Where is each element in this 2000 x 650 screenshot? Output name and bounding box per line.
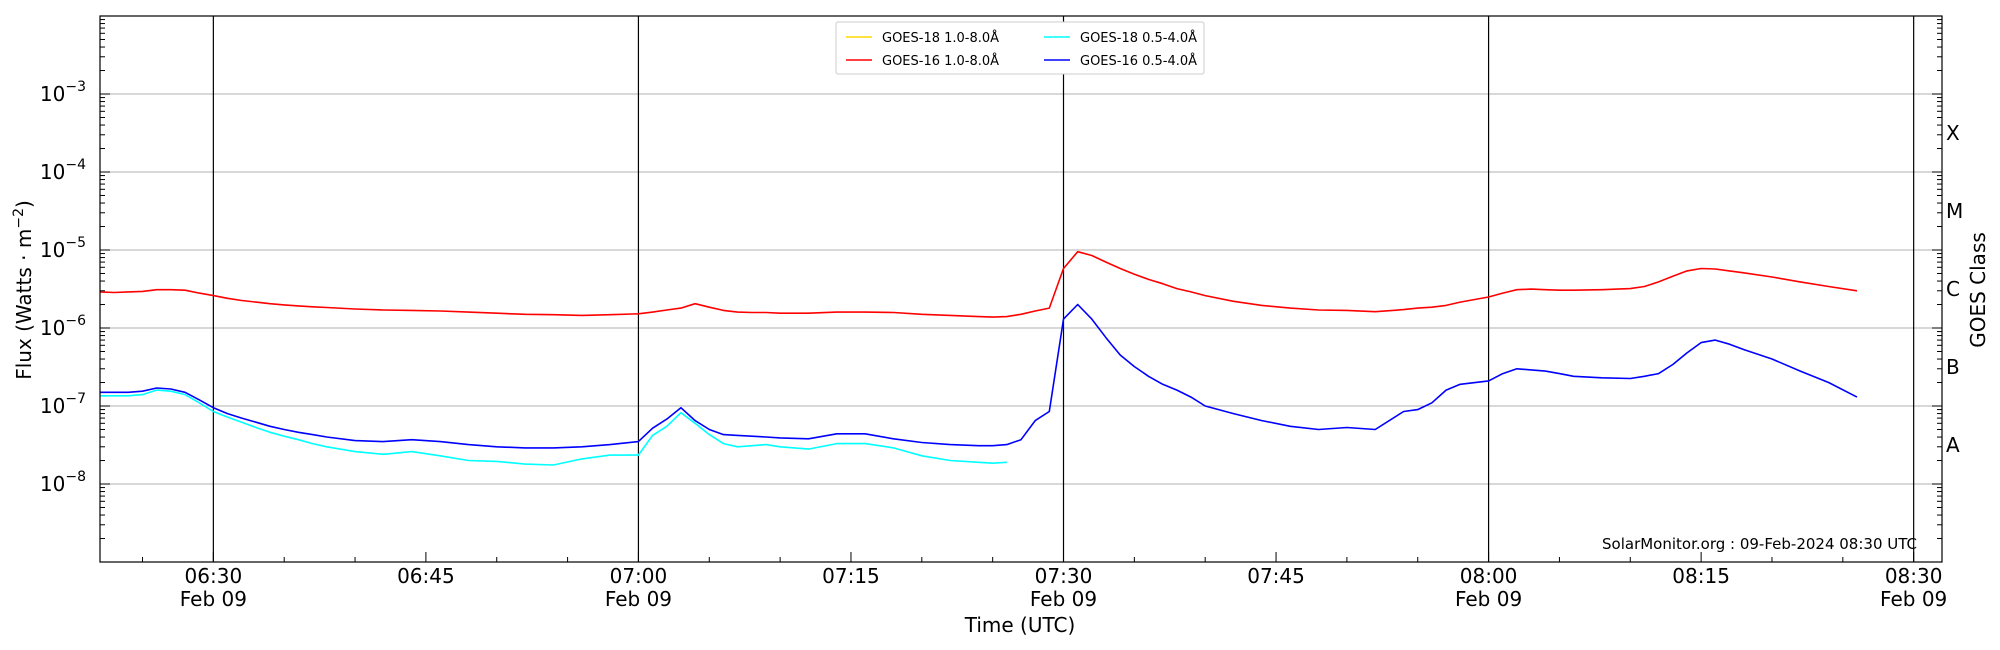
goes-class-label: M xyxy=(1946,199,1963,223)
credit-text: SolarMonitor.org : 09-Feb-2024 08:30 UTC xyxy=(1602,535,1917,553)
legend-box xyxy=(835,21,1205,75)
legend-label: GOES-18 1.0-8.0Å xyxy=(882,30,999,46)
x-tick-date-label: Feb 09 xyxy=(1030,587,1097,611)
legend: GOES-18 1.0-8.0Å GOES-16 1.0-8.0Å GOES-18 … xyxy=(835,21,1205,75)
plot-frame xyxy=(99,15,1943,563)
x-tick-date-label: Feb 09 xyxy=(605,587,672,611)
goes-class-label: X xyxy=(1946,121,1960,145)
goes-class-label: A xyxy=(1946,433,1960,457)
series-line xyxy=(100,389,1007,466)
x-tick-label: 07:15 xyxy=(822,564,880,588)
y-axis-label: Flux (Watts · m−2) xyxy=(11,200,36,380)
x-tick-date-label: Feb 09 xyxy=(1455,587,1522,611)
series-line xyxy=(99,250,1858,318)
legend-label: GOES-18 0.5-4.0Å xyxy=(1080,30,1197,46)
goes-class-label: B xyxy=(1946,355,1960,379)
label-layer: Time (UTC) Flux (Watts · m−2) GOES Class… xyxy=(11,79,1990,637)
legend-label: GOES-16 1.0-8.0Å xyxy=(882,53,999,69)
grid-layer xyxy=(100,16,1942,562)
x-tick-label: 07:30 xyxy=(1035,564,1093,588)
x-tick-label: 07:45 xyxy=(1247,564,1305,588)
goes-class-label: C xyxy=(1946,277,1960,301)
x-tick-label: 08:30 xyxy=(1885,564,1943,588)
x-tick-label: 08:15 xyxy=(1672,564,1730,588)
frame-layer xyxy=(99,15,1943,563)
legend-label: GOES-16 0.5-4.0Å xyxy=(1080,53,1197,69)
y-tick-label: 10−3 xyxy=(40,79,86,106)
x-tick-label: 07:00 xyxy=(610,564,668,588)
y-tick-label: 10−8 xyxy=(40,469,86,496)
y-tick-label: 10−5 xyxy=(40,235,86,262)
series-layer xyxy=(99,250,1858,466)
y-tick-label: 10−6 xyxy=(40,313,86,340)
x-axis-label: Time (UTC) xyxy=(964,613,1076,637)
x-tick-label: 08:00 xyxy=(1460,564,1518,588)
series-line xyxy=(100,303,1858,449)
x-tick-label: 06:45 xyxy=(397,564,455,588)
y-tick-label: 10−4 xyxy=(40,157,86,184)
x-tick-date-label: Feb 09 xyxy=(180,587,247,611)
x-tick-label: 06:30 xyxy=(185,564,243,588)
y-tick-label: 10−7 xyxy=(40,391,86,418)
x-tick-date-label: Feb 09 xyxy=(1880,587,1947,611)
goes-class-axis-label: GOES Class xyxy=(1966,232,1990,348)
